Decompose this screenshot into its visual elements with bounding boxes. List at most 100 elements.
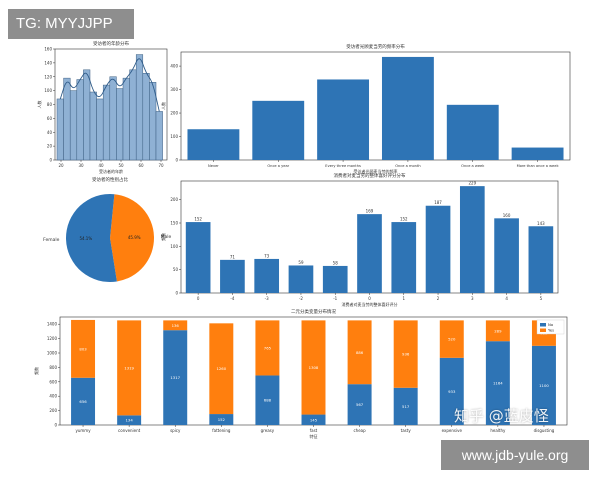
y-tick-label: 80 [47, 102, 53, 107]
bar [185, 222, 211, 293]
segment-value-label: 1308 [309, 365, 319, 370]
histogram-bar [56, 98, 64, 161]
bar [252, 100, 305, 160]
x-tick-label: 1 [402, 296, 405, 301]
x-tick-label: 0 [197, 296, 200, 301]
x-tick-label: 30 [78, 163, 84, 168]
segment-value-label: 1260 [216, 366, 226, 371]
x-tick-label: 5 [540, 296, 543, 301]
x-tick-label: tasty [401, 428, 412, 433]
stacked-bar-segment [255, 320, 280, 376]
x-tick-label: 3 [471, 296, 474, 301]
bar [494, 218, 519, 293]
y-tick-label: 400 [170, 64, 178, 69]
x-tick-label: -1 [333, 296, 337, 301]
bar [511, 147, 564, 160]
y-tick-label: 140 [44, 60, 52, 65]
y-tick-label: 0 [175, 158, 178, 163]
histogram-bar [63, 77, 71, 161]
bar [425, 205, 451, 293]
y-tick-label: 400 [49, 394, 57, 399]
segment-value-label: 1319 [124, 365, 134, 370]
stacked-bar-segment [117, 415, 142, 425]
y-tick-label: 0 [175, 291, 178, 296]
x-tick-label: healthy [490, 428, 506, 433]
y-tick-label: 160 [44, 47, 52, 52]
histogram-bar [102, 84, 111, 161]
x-tick-label: expensive [442, 428, 463, 433]
y-tick-label: 50 [173, 267, 179, 272]
stacked-bar-segment [485, 341, 510, 425]
pie-slice [65, 194, 117, 282]
stacked-bar-segment [531, 345, 556, 425]
stacked-bar-segment [393, 387, 418, 425]
segment-value-label: 1317 [170, 375, 180, 380]
legend-swatch [540, 323, 546, 327]
x-axis-label: 受访者光顾麦当劳的频率 [354, 168, 398, 174]
y-axis-label: 频数 [33, 367, 39, 375]
legend-label: No [548, 322, 554, 327]
bar-value-label: 58 [333, 260, 339, 265]
x-tick-label: 60 [138, 163, 144, 168]
segment-value-label: 688 [264, 398, 272, 403]
bar-value-label: 143 [537, 221, 545, 226]
x-tick-label: 0 [368, 296, 371, 301]
y-tick-label: 150 [170, 221, 178, 226]
segment-value-label: 803 [79, 346, 87, 351]
y-tick-label: 20 [47, 144, 53, 149]
segment-value-label: 567 [356, 402, 364, 407]
x-tick-label: 2 [437, 296, 440, 301]
x-tick-label: fattening [212, 428, 231, 433]
bar [446, 104, 499, 160]
stacked-bar-segment [163, 320, 188, 331]
stacked-bar-segment [347, 320, 372, 385]
y-axis-label: 频数 [160, 233, 166, 241]
stacked-bar-segment [301, 414, 326, 425]
y-tick-label: 0 [54, 423, 57, 428]
chart-title: 消费者对麦当劳的整体喜好评分分布 [334, 172, 406, 179]
histogram-bar [76, 79, 84, 161]
x-axis-label: 消费者对麦当劳的整体喜好评分 [342, 301, 398, 307]
y-tick-label: 200 [49, 408, 57, 413]
bar [381, 56, 434, 160]
histogram-bar [155, 111, 163, 161]
y-tick-label: 40 [47, 130, 53, 135]
stacked-bar-segment [393, 320, 418, 388]
stacked-bar-segment [163, 330, 188, 425]
bar-value-label: 160 [503, 213, 511, 218]
bar [220, 259, 245, 293]
y-tick-label: 300 [170, 87, 178, 92]
stacked-bar-segment [255, 375, 280, 425]
watermark-bottom-right: www.jdb-yule.org [441, 440, 589, 470]
histogram-bar [96, 98, 104, 161]
like-score-bar-chart: 消费者对麦当劳的整体喜好评分分布152071-473-359-258-11690… [160, 172, 559, 307]
segment-value-label: 517 [402, 404, 410, 409]
segment-value-label: 152 [218, 417, 226, 422]
segment-value-label: 136 [172, 323, 180, 328]
histogram-bar [109, 76, 117, 161]
histogram-bar [69, 90, 78, 161]
x-tick-label: yummy [76, 428, 92, 433]
x-tick-label: -2 [299, 296, 303, 301]
chart-title: 受访者的年龄分布 [93, 40, 129, 47]
pie-percent-label: 45.9% [128, 235, 141, 240]
histogram-bar [89, 91, 97, 161]
stacked-bar-segment [209, 414, 234, 425]
pie-slice [110, 194, 154, 282]
segment-value-label: 134 [126, 418, 134, 423]
segment-value-label: 886 [356, 350, 364, 355]
x-tick-label: Once a week [461, 164, 485, 168]
y-tick-label: 100 [170, 134, 178, 139]
stacked-bar-segment [439, 357, 464, 425]
histogram-bar [116, 88, 124, 161]
bar [187, 129, 240, 160]
stacked-bar-segment [117, 320, 142, 416]
bar-value-label: 229 [468, 181, 476, 186]
pie-label: Female [43, 237, 60, 243]
y-tick-label: 100 [44, 88, 52, 93]
y-tick-label: 800 [49, 365, 57, 370]
bar [288, 265, 314, 293]
segment-value-label: 145 [310, 417, 318, 422]
watermark-top-left: TG: MYYJJPP [8, 9, 134, 39]
